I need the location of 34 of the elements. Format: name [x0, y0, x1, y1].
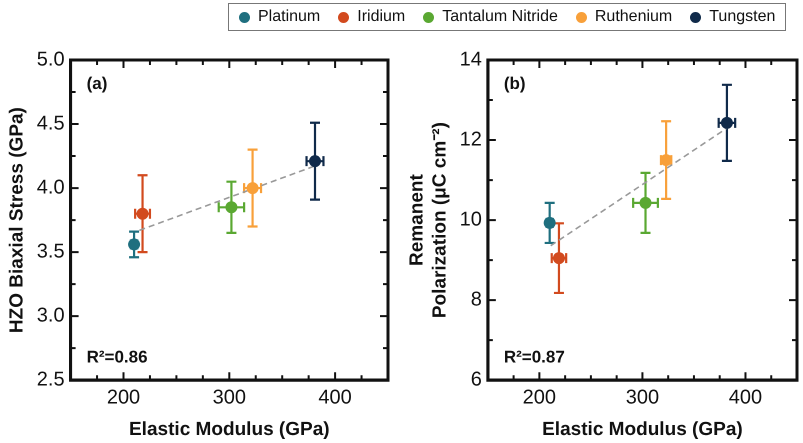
- annotation: (a): [86, 74, 108, 94]
- y-tick-label: 3.5: [36, 240, 65, 263]
- point: [309, 155, 321, 168]
- x-axis-title: Elastic Modulus (GPa): [129, 418, 330, 440]
- x-tick-label: 300: [212, 386, 246, 409]
- annotation: R²=0.86: [86, 347, 148, 366]
- point: [246, 182, 259, 194]
- x-tick-label: 200: [106, 386, 140, 409]
- x-tick-label: 400: [318, 386, 352, 409]
- legend-label: Platinum: [258, 8, 320, 26]
- legend-label: Tungsten: [709, 8, 776, 26]
- y-tick-label: 8: [470, 288, 482, 311]
- legend-label: Ruthenium: [594, 8, 672, 26]
- y-tick-label: 10: [460, 208, 482, 231]
- y-tick-label: 4.0: [36, 176, 65, 199]
- annotation: R²=0.87: [504, 347, 565, 366]
- y-tick-label: 6: [470, 368, 482, 391]
- point: [640, 196, 652, 209]
- y-tick-label: 12: [460, 128, 482, 151]
- x-tick-label: 400: [728, 386, 762, 409]
- annotation: (b): [504, 74, 526, 94]
- x-axis-title: Elastic Modulus (GPa): [542, 418, 743, 440]
- legend-label: Tantalum Nitride: [442, 8, 558, 26]
- y-tick-label: 2.5: [36, 368, 65, 391]
- y-tick-label: 14: [460, 48, 482, 71]
- y-tick-label: 3.0: [36, 304, 65, 327]
- y-tick-label: 4.5: [36, 112, 65, 135]
- x-tick-label: 200: [522, 386, 556, 409]
- y-tick-label: 5.0: [36, 48, 65, 71]
- y-axis-title: HZO Biaxial Stress (GPa): [6, 107, 28, 334]
- point: [225, 201, 238, 214]
- x-tick-label: 300: [626, 386, 660, 409]
- legend-label: Iridium: [357, 8, 406, 26]
- y-axis-title: Remanent Polarization (μC cm⁻²): [406, 122, 450, 318]
